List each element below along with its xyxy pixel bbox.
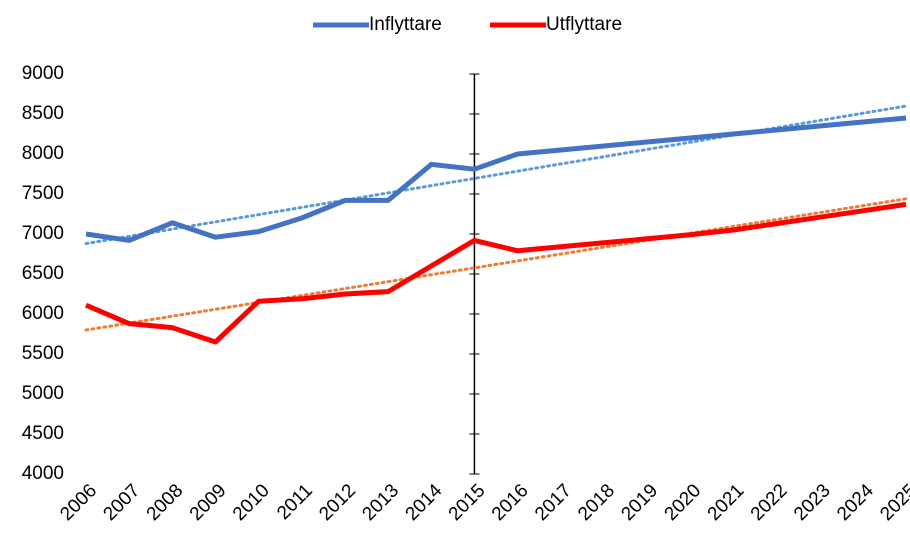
x-tick-label: 2019 [617, 480, 662, 525]
series-line [85, 115, 907, 243]
x-tick-label: 2009 [186, 480, 231, 525]
x-tick-label: 2016 [488, 480, 533, 525]
y-tick-label: 4500 [22, 423, 64, 444]
y-tick-label: 6000 [22, 303, 64, 324]
x-tick-label: 2025 [876, 480, 910, 525]
x-tick-label: 2006 [56, 480, 101, 525]
y-tick-label: 7000 [22, 223, 64, 244]
y-tick-label: 4000 [22, 463, 64, 484]
y-tick-label: 9000 [22, 63, 64, 84]
x-tick-label: 2015 [445, 480, 490, 525]
x-tick-label: 2013 [358, 480, 403, 525]
x-tick-label: 2023 [790, 480, 835, 525]
y-tick-label: 5000 [22, 383, 64, 404]
y-tick-label: 5500 [22, 343, 64, 364]
x-tick-label: 2024 [833, 480, 878, 525]
x-tick-label: 2010 [229, 480, 274, 525]
y-tick-label: 8500 [22, 103, 64, 124]
x-tick-label: 2018 [574, 480, 619, 525]
x-tick-label: 2008 [143, 480, 188, 525]
series-line [85, 201, 907, 345]
x-tick-label: 2020 [661, 480, 706, 525]
legend-label: Inflyttare [369, 14, 442, 35]
trendline [84, 197, 908, 332]
y-tick-label: 6500 [22, 263, 64, 284]
x-tick-label: 2012 [315, 480, 360, 525]
y-tick-label: 7500 [22, 183, 64, 204]
x-tick-label: 2014 [402, 480, 447, 525]
y-tick-label: 8000 [22, 143, 64, 164]
x-tick-label: 2011 [273, 480, 317, 524]
legend-label: Utflyttare [546, 14, 622, 35]
x-tick-label: 2007 [99, 480, 144, 525]
x-tick-label: 2017 [531, 480, 576, 525]
x-tick-label: 2021 [704, 480, 749, 525]
x-tick-label: 2022 [747, 480, 792, 525]
